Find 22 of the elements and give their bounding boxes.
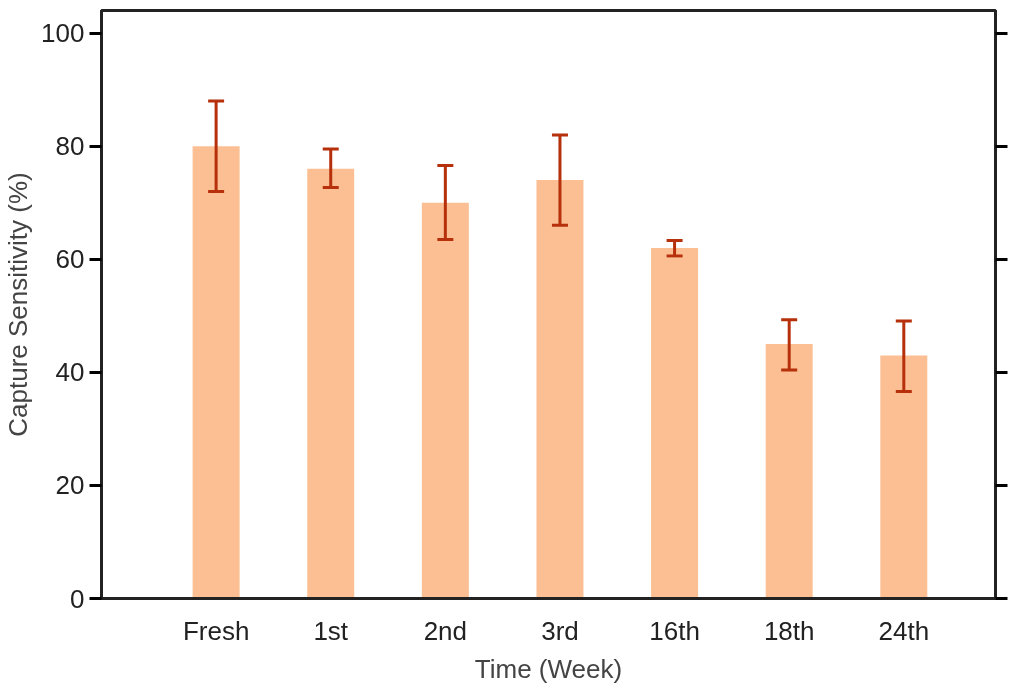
- y-tick-label: 80: [55, 131, 85, 162]
- x-tick-label: 24th: [878, 615, 930, 646]
- bar: [536, 180, 584, 599]
- y-tick-label: 40: [55, 357, 85, 388]
- y-tick-label: 60: [55, 244, 85, 275]
- bar: [765, 344, 813, 599]
- y-axis-title: Capture Sensitivity (%): [3, 172, 34, 437]
- bar: [651, 247, 699, 599]
- bar: [880, 355, 928, 599]
- y-tick-label: 0: [70, 583, 85, 614]
- x-tick-label: 1st: [313, 615, 349, 646]
- bar: [421, 202, 469, 599]
- x-tick-label: Fresh: [182, 615, 250, 646]
- x-axis-title: Time (Week): [474, 653, 623, 684]
- bar: [192, 146, 240, 599]
- x-tick-label: 18th: [763, 615, 815, 646]
- y-tick-label: 100: [41, 18, 85, 49]
- bar: [307, 168, 355, 599]
- x-tick-label: 16th: [649, 615, 700, 646]
- x-tick-label: 3rd: [541, 615, 579, 646]
- x-tick-label: 2nd: [423, 615, 468, 646]
- y-tick-label: 20: [55, 470, 85, 501]
